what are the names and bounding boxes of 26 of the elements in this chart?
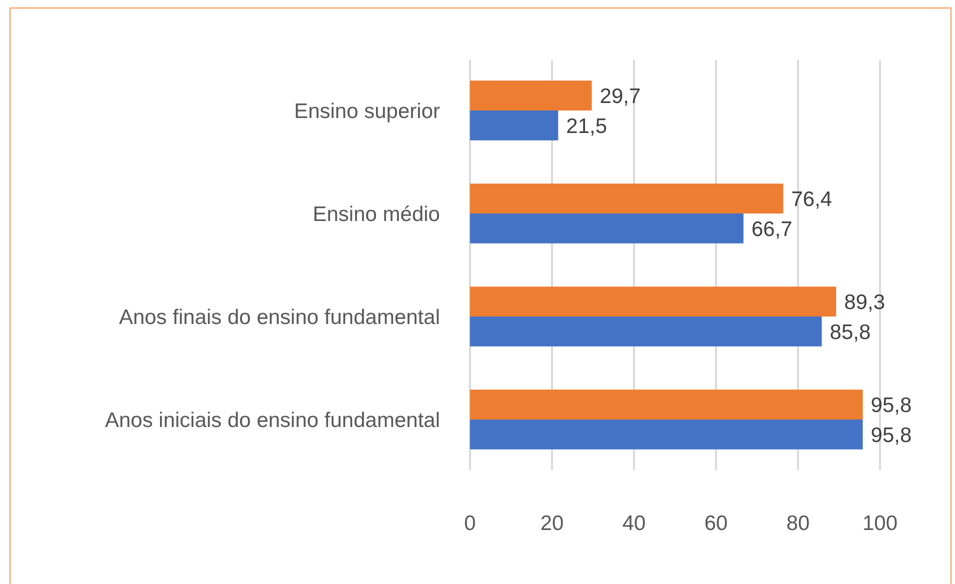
data-label: 21,5 (566, 114, 608, 138)
data-label: 95,8 (870, 424, 912, 447)
bar (470, 390, 863, 420)
data-label: 76,4 (791, 188, 832, 211)
bar (470, 286, 836, 317)
y-tick-label: Ensino médio (312, 202, 440, 226)
bar (470, 184, 784, 214)
data-label: 85,8 (830, 320, 871, 344)
y-tick-label: Ensino superior (294, 100, 440, 123)
bar (470, 316, 822, 346)
y-tick-label: Anos iniciais do ensino fundamental (104, 408, 440, 432)
data-label: 66,7 (751, 218, 792, 241)
bar (470, 80, 592, 110)
data-label: 89,3 (844, 290, 886, 314)
x-tick-label: 40 (622, 512, 646, 535)
x-tick-label: 60 (704, 512, 728, 535)
x-tick-label: 80 (786, 512, 810, 535)
x-tick-label: 20 (540, 512, 564, 535)
x-tick-label: 0 (464, 512, 476, 535)
bar (470, 110, 558, 140)
bar (470, 213, 744, 244)
data-label: 29,7 (600, 84, 641, 108)
y-tick-label: Anos finais do ensino fundamental (118, 306, 440, 329)
data-label: 95,8 (870, 394, 912, 417)
x-tick-label: 100 (862, 512, 898, 535)
bar (470, 420, 863, 450)
